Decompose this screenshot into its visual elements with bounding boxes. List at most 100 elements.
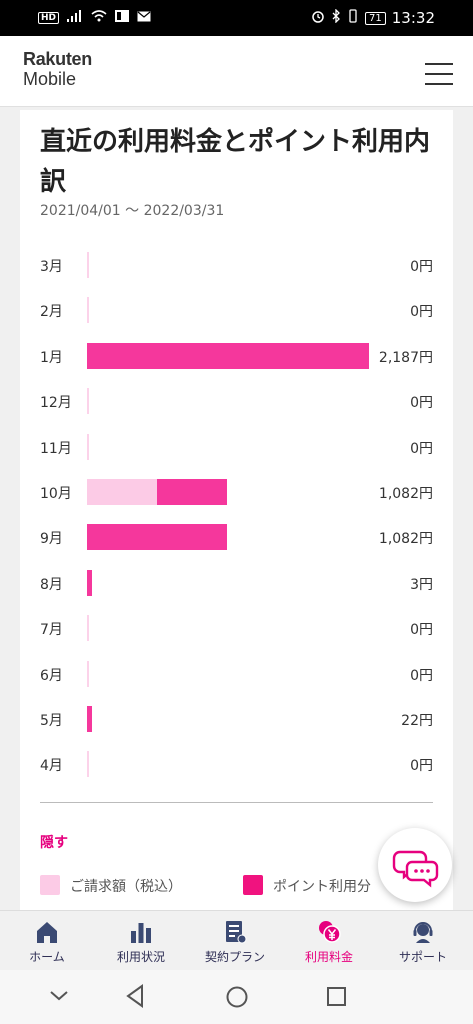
clock: 13:32 <box>391 9 435 27</box>
chart-row: 4月 0円 <box>20 749 453 779</box>
chart-row: 5月 22円 <box>20 704 453 734</box>
legend-label-points: ポイント利用分 <box>273 879 371 895</box>
bar-baseline <box>87 660 89 687</box>
period-range: 2021/04/01 〜 2022/03/31 <box>40 203 225 219</box>
support-headset-icon <box>413 922 433 943</box>
amount-label: 0円 <box>410 758 433 775</box>
vibrate-icon <box>347 9 359 27</box>
legend-swatch-billed <box>40 875 60 895</box>
legend-label-billed: ご請求額（税込） <box>70 879 182 895</box>
page-title: 直近の利用料金とポイント利用内訳 <box>40 127 431 197</box>
bar <box>87 433 369 460</box>
rakuten-mobile-logo[interactable]: Rakuten Mobile <box>23 50 92 88</box>
bar <box>87 479 369 505</box>
chart-row: 10月 1,082円 <box>20 477 453 507</box>
amount-label: 0円 <box>410 395 433 412</box>
nav-label-usage-fee: 利用料金 <box>304 950 353 964</box>
app-header: Rakuten Mobile <box>0 36 473 107</box>
amount-label: 3円 <box>410 576 433 593</box>
chart-row: 9月 1,082円 <box>20 522 453 552</box>
bar-segment-points <box>156 479 227 505</box>
mail-icon <box>137 10 151 26</box>
status-bar-right: 71 13:32 <box>311 8 435 27</box>
month-label: 6月 <box>40 667 63 684</box>
hide-toggle-link[interactable]: 隠す <box>40 835 68 851</box>
logo-line-1: Rakuten <box>23 49 92 69</box>
month-label: 5月 <box>40 713 63 729</box>
bar <box>87 751 369 778</box>
monthly-fee-chart: 3月 0円 2月 0円 1月 2,187円 12月 0円 11月 0円 10月 1,082円 9月 1,0… <box>20 250 453 790</box>
chart-row: 8月 3円 <box>20 568 453 598</box>
chat-support-button[interactable] <box>378 828 452 902</box>
recent-apps-icon[interactable] <box>326 986 348 1008</box>
bar <box>87 615 369 642</box>
legend-swatch-points <box>243 875 263 895</box>
hamburger-menu-icon[interactable] <box>425 63 453 85</box>
chart-row: 6月 0円 <box>20 659 453 689</box>
amount-label: 22円 <box>401 713 433 729</box>
month-label: 7月 <box>40 622 63 639</box>
month-label: 1月 <box>40 349 63 366</box>
month-label: 2月 <box>40 304 63 321</box>
nav-contract-plan[interactable]: 契約プラン <box>188 911 282 971</box>
alarm-icon <box>311 9 325 27</box>
signal-icon <box>67 10 83 26</box>
month-label: 11月 <box>40 440 72 457</box>
bar-segment-points <box>87 569 92 596</box>
bar-baseline <box>87 252 89 278</box>
nav-usage-fee[interactable]: 利用料金 <box>282 911 376 971</box>
nav-label-contract-plan: 契約プラン <box>204 950 265 964</box>
month-label: 8月 <box>40 576 63 593</box>
wifi-icon <box>91 10 107 26</box>
bottom-navigation: ホーム 利用状況 契約プラン 利用料金 サポート <box>0 910 473 971</box>
month-label: 4月 <box>40 758 63 775</box>
bar-baseline <box>87 297 89 324</box>
bar <box>87 569 369 596</box>
chart-row: 7月 0円 <box>20 613 453 643</box>
bar <box>87 252 369 278</box>
nav-label-support: サポート <box>398 950 447 964</box>
amount-label: 0円 <box>410 259 433 275</box>
bar-chart-icon <box>131 923 151 943</box>
bar-baseline <box>87 751 89 778</box>
month-label: 12月 <box>40 395 72 412</box>
month-label: 9月 <box>40 531 63 548</box>
bar <box>87 342 369 369</box>
nav-usage-status[interactable]: 利用状況 <box>94 911 188 971</box>
bar <box>87 706 369 732</box>
nav-home[interactable]: ホーム <box>0 911 94 971</box>
amount-label: 0円 <box>410 667 433 684</box>
yen-coin-icon <box>319 921 341 943</box>
bar <box>87 388 369 415</box>
nav-support[interactable]: サポート <box>376 911 470 971</box>
back-icon[interactable] <box>124 984 146 1008</box>
bluetooth-icon <box>331 8 341 27</box>
status-bar: HD 71 13:32 <box>0 0 473 36</box>
chart-row: 1月 2,187円 <box>20 341 453 371</box>
bar-baseline <box>87 433 89 460</box>
bar <box>87 660 369 687</box>
usage-fee-card: 直近の利用料金とポイント利用内訳 2021/04/01 〜 2022/03/31… <box>20 110 453 910</box>
hd-badge: HD <box>38 12 60 24</box>
amount-label: 0円 <box>410 304 433 321</box>
amount-label: 1,082円 <box>378 531 433 548</box>
bar-segment-points <box>87 706 92 732</box>
logo-line-2: Mobile <box>23 69 77 89</box>
amount-label: 1,082円 <box>378 486 433 502</box>
month-label: 3月 <box>40 259 63 275</box>
chart-row: 12月 0円 <box>20 386 453 416</box>
amount-label: 0円 <box>410 622 433 639</box>
chart-row: 2月 0円 <box>20 295 453 325</box>
chart-legend: ご請求額（税込） ポイント利用分 <box>40 872 453 896</box>
system-navigation-bar <box>0 970 473 1024</box>
home-icon <box>37 922 57 943</box>
amount-label: 0円 <box>410 440 433 457</box>
bar <box>87 524 369 551</box>
notification-icon <box>115 10 130 26</box>
bar-baseline <box>87 615 89 642</box>
amount-label: 2,187円 <box>378 349 433 366</box>
chevron-down-icon[interactable] <box>49 988 69 1002</box>
home-circle-icon[interactable] <box>225 985 249 1009</box>
contract-document-icon <box>226 921 247 944</box>
bar <box>87 297 369 324</box>
